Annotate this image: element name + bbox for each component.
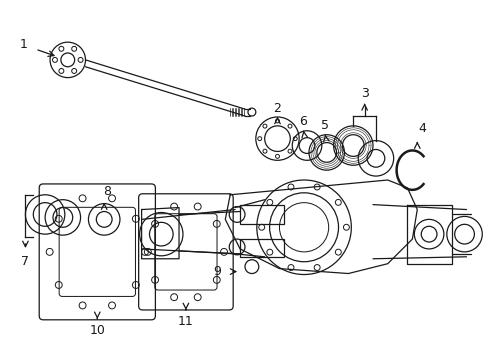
Text: 4: 4 xyxy=(417,122,425,135)
Text: 8: 8 xyxy=(103,185,111,198)
Text: 9: 9 xyxy=(213,265,221,278)
Text: 2: 2 xyxy=(273,102,281,114)
Text: 1: 1 xyxy=(20,38,27,51)
Polygon shape xyxy=(225,180,416,274)
Text: 11: 11 xyxy=(178,315,193,328)
Polygon shape xyxy=(142,208,179,259)
Text: 7: 7 xyxy=(21,255,29,268)
Text: 6: 6 xyxy=(299,116,306,129)
Text: 5: 5 xyxy=(320,120,328,132)
Polygon shape xyxy=(407,204,451,264)
Text: 3: 3 xyxy=(360,87,368,100)
Text: 10: 10 xyxy=(89,324,105,337)
Bar xyxy=(240,204,284,224)
Bar xyxy=(240,239,284,257)
